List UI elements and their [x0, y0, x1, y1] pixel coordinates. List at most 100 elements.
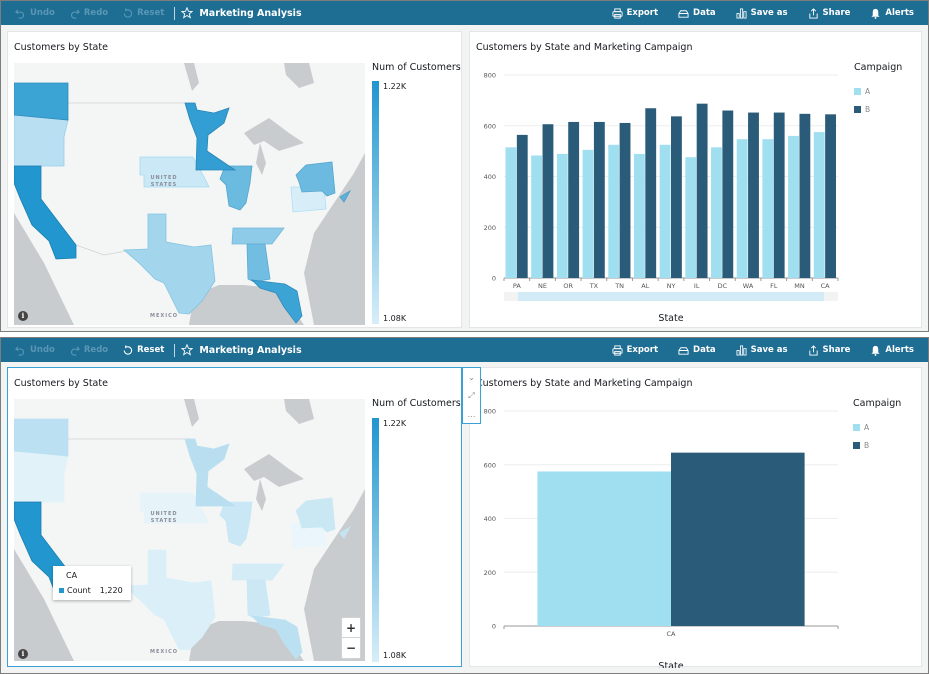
- bar-a-or[interactable]: [556, 153, 568, 278]
- redo-button[interactable]: Redo: [69, 345, 108, 356]
- bar-b-fl[interactable]: [773, 112, 785, 279]
- legend-item-b[interactable]: B: [853, 441, 869, 450]
- bar-b-mn[interactable]: [799, 113, 811, 278]
- bar-visual[interactable]: Customers by State and Marketing Campaig…: [469, 31, 922, 328]
- mexico-label: MEXICO: [150, 649, 178, 655]
- printer-icon: [612, 344, 623, 356]
- state-ny[interactable]: [295, 161, 336, 197]
- bar-b-ne[interactable]: [542, 124, 554, 278]
- state-mn[interactable]: [184, 102, 237, 171]
- filled-map[interactable]: UNITED STATES MEXICO CA Count 1,220 + −: [14, 399, 365, 661]
- alerts-label: Alerts: [885, 8, 914, 18]
- bar-a-il[interactable]: [685, 157, 697, 278]
- state-fl[interactable]: [250, 615, 303, 660]
- legend-item-a[interactable]: A: [853, 423, 869, 432]
- bar-visual-filtered[interactable]: Customers by State and Marketing Campaig…: [469, 367, 922, 668]
- bar-b-il[interactable]: [696, 103, 708, 278]
- state-ca[interactable]: [14, 165, 77, 260]
- state-il[interactable]: [219, 165, 253, 211]
- star-icon[interactable]: [181, 344, 194, 356]
- redo-button[interactable]: Redo: [69, 8, 108, 19]
- more-options-icon[interactable]: …: [467, 409, 476, 419]
- bar-a-al[interactable]: [633, 153, 645, 278]
- map-visual[interactable]: Customers by State UNITED STATES MEXICO i …: [7, 31, 462, 328]
- toolbar: Undo Redo Reset Marketing Analysis Expor…: [1, 1, 928, 25]
- export-button[interactable]: Export: [612, 7, 659, 19]
- y-tick-label: 0: [492, 623, 496, 631]
- visual-menu: ⌄ ⤢ …: [462, 367, 481, 424]
- export-label: Export: [626, 8, 659, 18]
- bar-b-al[interactable]: [645, 108, 657, 279]
- state-tx[interactable]: [122, 213, 216, 315]
- state-wa[interactable]: [14, 418, 69, 457]
- save-as-button[interactable]: Save as: [736, 8, 788, 19]
- state-tn[interactable]: [231, 227, 285, 245]
- bar-b-pa[interactable]: [516, 134, 528, 278]
- zoom-out-button[interactable]: −: [345, 641, 357, 655]
- y-tick-label: 0: [492, 275, 496, 283]
- legend-item-b[interactable]: B: [854, 105, 870, 114]
- share-button[interactable]: Share: [808, 344, 850, 356]
- state-al[interactable]: [246, 243, 271, 283]
- state-ne[interactable]: [139, 492, 210, 524]
- state-fl[interactable]: [250, 279, 303, 324]
- state-dc[interactable]: [339, 525, 352, 539]
- reset-icon: [123, 7, 133, 18]
- bar-b-ca[interactable]: [671, 452, 805, 626]
- bar-a-ne[interactable]: [531, 155, 543, 278]
- info-icon[interactable]: i: [18, 649, 28, 659]
- reset-button[interactable]: Reset: [122, 7, 164, 19]
- bar-b-ca[interactable]: [825, 114, 836, 278]
- bar-a-tx[interactable]: [582, 149, 594, 278]
- state-il[interactable]: [219, 501, 253, 547]
- reset-button[interactable]: Reset: [122, 344, 164, 356]
- bar-b-ny[interactable]: [671, 116, 682, 278]
- great-lakes: [244, 454, 304, 487]
- bar-a-ny[interactable]: [659, 144, 671, 278]
- state-ny[interactable]: [295, 497, 336, 533]
- bar-a-dc[interactable]: [711, 147, 722, 278]
- collapse-icon[interactable]: ⌄: [468, 372, 475, 382]
- state-ne[interactable]: [139, 156, 210, 188]
- export-button[interactable]: Export: [612, 344, 658, 356]
- bar-a-wa[interactable]: [736, 139, 748, 278]
- bar-a-fl[interactable]: [762, 139, 774, 278]
- alerts-button[interactable]: Alerts: [870, 345, 914, 356]
- bar-b-or[interactable]: [568, 121, 580, 278]
- state-wa[interactable]: [14, 82, 69, 121]
- expand-icon[interactable]: ⤢: [468, 390, 475, 400]
- bar-b-tn[interactable]: [619, 122, 631, 279]
- map-visual-selected[interactable]: Customers by State UNITED STATES MEXICO CA…: [7, 367, 462, 667]
- redo-icon: [70, 8, 80, 19]
- state-al[interactable]: [246, 579, 271, 619]
- bar-b-tx[interactable]: [593, 121, 605, 278]
- bar-a-ca[interactable]: [813, 132, 825, 278]
- save-as-label: Save as: [750, 345, 788, 355]
- data-button[interactable]: Data: [678, 8, 716, 19]
- legend-item-a[interactable]: A: [854, 87, 870, 96]
- state-mn[interactable]: [184, 438, 237, 507]
- state-dc[interactable]: [339, 189, 352, 203]
- bar-a-pa[interactable]: [505, 147, 517, 278]
- zoom-in-button[interactable]: +: [342, 618, 360, 638]
- state-or[interactable]: [14, 450, 69, 503]
- alerts-button[interactable]: Alerts: [870, 8, 914, 19]
- bar-b-dc[interactable]: [722, 110, 734, 279]
- bar-a-ca[interactable]: [537, 471, 671, 626]
- bar-b-wa[interactable]: [748, 112, 759, 279]
- undo-button[interactable]: Undo: [15, 345, 55, 356]
- state-or[interactable]: [14, 114, 69, 167]
- share-button[interactable]: Share: [808, 7, 850, 19]
- scroll-thumb[interactable]: [518, 292, 824, 301]
- save-as-label: Save as: [750, 8, 788, 18]
- save-as-button[interactable]: Save as: [736, 345, 788, 356]
- star-icon[interactable]: [181, 7, 194, 19]
- filled-map[interactable]: UNITED STATES MEXICO: [14, 63, 365, 325]
- info-icon[interactable]: i: [18, 311, 28, 321]
- bar-a-mn[interactable]: [788, 135, 799, 278]
- undo-button[interactable]: Undo: [15, 8, 55, 19]
- state-tn[interactable]: [231, 563, 285, 581]
- data-button[interactable]: Data: [678, 345, 716, 356]
- bar-a-tn[interactable]: [608, 144, 620, 278]
